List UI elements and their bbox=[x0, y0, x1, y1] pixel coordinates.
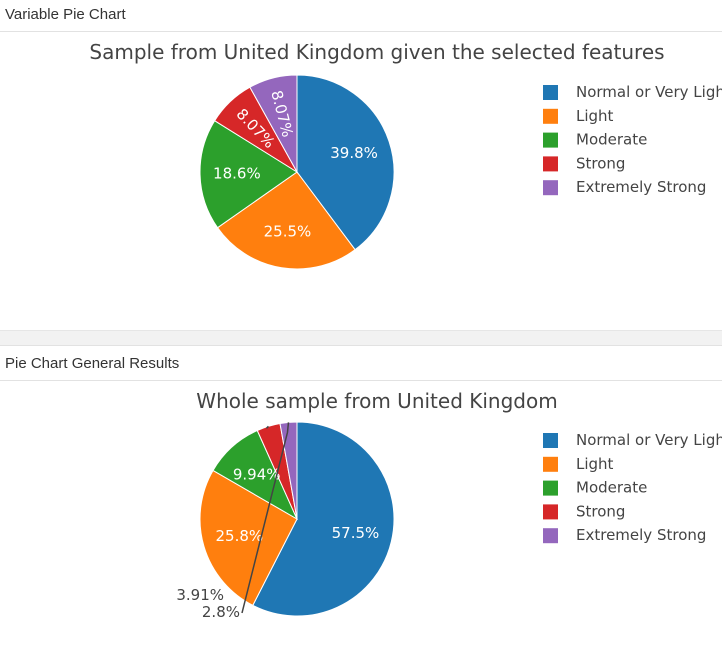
legend-label: Extremely Strong bbox=[576, 526, 706, 544]
legend-swatch bbox=[543, 504, 558, 519]
legend-label: Moderate bbox=[576, 131, 647, 149]
slice-label-moderate: 18.6% bbox=[213, 165, 261, 183]
legend: Normal or Very Light Light Moderate Strong E… bbox=[543, 83, 722, 196]
slice-label-moderate: 9.94% bbox=[233, 465, 281, 483]
legend-item-moderate[interactable]: Moderate bbox=[543, 131, 647, 149]
legend-swatch bbox=[543, 433, 558, 448]
slice-label-normal-or-very-light: 57.5% bbox=[332, 524, 380, 542]
legend-item-light[interactable]: Light bbox=[543, 107, 614, 125]
legend-label: Normal or Very Light bbox=[576, 431, 722, 449]
chart-title: Whole sample from United Kingdom bbox=[196, 389, 557, 413]
variable-pie-chart-header: Variable Pie Chart bbox=[0, 0, 722, 32]
pie-slices bbox=[200, 422, 394, 616]
legend-label: Strong bbox=[576, 502, 625, 520]
legend-item-moderate[interactable]: Moderate bbox=[543, 479, 647, 497]
legend-swatch bbox=[543, 528, 558, 543]
legend-label: Light bbox=[576, 107, 614, 125]
chart-title: Sample from United Kingdom given the sel… bbox=[89, 40, 664, 64]
panel-title: Variable Pie Chart bbox=[5, 6, 126, 23]
legend-item-normal-or-very-light[interactable]: Normal or Very Light bbox=[543, 83, 722, 101]
legend-swatch bbox=[543, 85, 558, 100]
legend-item-normal-or-very-light[interactable]: Normal or Very Light bbox=[543, 431, 722, 449]
general-results-pie-chart: Whole sample from United Kingdom 57.5% 25.… bbox=[0, 381, 722, 659]
legend-swatch bbox=[543, 156, 558, 171]
panel-divider bbox=[0, 330, 722, 346]
slice-label-light: 25.5% bbox=[264, 222, 312, 240]
legend-label: Normal or Very Light bbox=[576, 83, 722, 101]
legend-swatch bbox=[543, 457, 558, 472]
slice-label-light: 25.8% bbox=[215, 527, 263, 545]
slice-label-strong: 3.91% bbox=[176, 586, 224, 604]
legend-swatch bbox=[543, 481, 558, 496]
legend-swatch bbox=[543, 133, 558, 148]
legend-label: Extremely Strong bbox=[576, 178, 706, 196]
legend-item-extremely-strong[interactable]: Extremely Strong bbox=[543, 178, 706, 196]
legend-item-strong[interactable]: Strong bbox=[543, 154, 625, 172]
legend-label: Light bbox=[576, 455, 614, 473]
legend-label: Moderate bbox=[576, 479, 647, 497]
slice-label-normal-or-very-light: 39.8% bbox=[330, 144, 378, 162]
panel-title: Pie Chart General Results bbox=[5, 355, 179, 372]
legend-item-light[interactable]: Light bbox=[543, 455, 614, 473]
general-results-header: Pie Chart General Results bbox=[0, 345, 722, 381]
legend: Normal or Very Light Light Moderate Strong E… bbox=[543, 431, 722, 544]
legend-item-extremely-strong[interactable]: Extremely Strong bbox=[543, 526, 706, 544]
legend-item-strong[interactable]: Strong bbox=[543, 502, 625, 520]
legend-label: Strong bbox=[576, 154, 625, 172]
legend-swatch bbox=[543, 180, 558, 195]
legend-swatch bbox=[543, 109, 558, 124]
slice-label-extremely-strong: 2.8% bbox=[202, 603, 240, 621]
variable-pie-chart: Sample from United Kingdom given the sel… bbox=[0, 32, 722, 330]
